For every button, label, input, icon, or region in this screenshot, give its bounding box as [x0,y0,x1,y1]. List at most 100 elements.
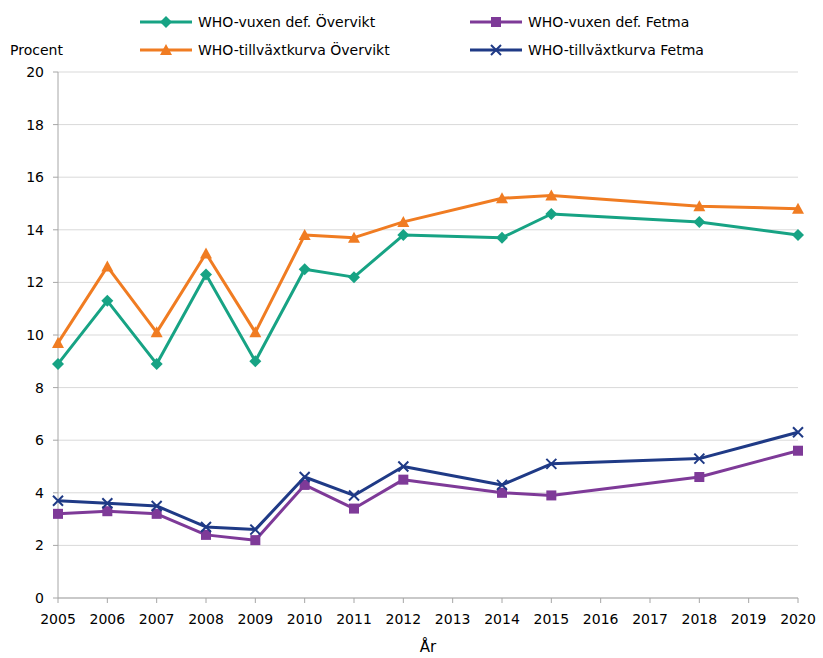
point [693,216,705,228]
x-tick [403,598,404,603]
point [250,525,260,535]
x-tick [798,598,799,603]
grid-line [58,177,798,178]
y-tick [53,545,58,546]
x-tick-label: 2010 [287,611,323,627]
point [397,216,409,227]
y-tick [53,440,58,441]
point [53,509,63,519]
point [249,355,261,367]
y-axis [58,72,59,598]
point [546,490,556,500]
x-tick-label: 2011 [336,611,372,627]
point [792,229,804,241]
legend: WHO-vuxen def. Övervikt WHO-vuxen def. Fe… [140,13,704,58]
y-tick [53,492,58,493]
x-tick [58,598,59,603]
x-axis [58,598,798,599]
grid-line [58,229,798,230]
x-tick-label: 2014 [484,611,520,627]
point [151,326,163,337]
legend-label: WHO-vuxen def. Fetma [528,14,689,30]
x-tick [156,598,157,603]
legend-label: WHO-vuxen def. Övervikt [198,13,376,30]
y-tick [53,282,58,283]
point [496,192,508,203]
point [249,326,261,337]
point [348,271,360,283]
legend-marker [491,45,501,55]
y-tick-label: 0 [35,590,44,606]
legend-label: WHO-tillväxtkurva Fetma [528,42,704,58]
point [496,232,508,244]
grid-line [58,387,798,388]
x-tick-label: 2016 [583,611,619,627]
point [397,229,409,241]
x-tick-label: 2019 [731,611,767,627]
x-tick [255,598,256,603]
point [200,269,212,281]
legend-label: WHO-tillväxtkurva Övervikt [198,41,390,58]
x-tick [206,598,207,603]
point [201,522,211,532]
point [152,501,162,511]
series-line [58,451,798,540]
series-line [58,214,798,364]
series-line [58,196,798,343]
point [546,459,556,469]
point [102,498,112,508]
point [793,427,803,437]
y-tick-label: 8 [35,380,44,396]
x-tick [354,598,355,603]
point [545,208,557,220]
point [200,247,212,258]
grid-line [58,124,798,125]
point [101,261,113,272]
x-tick [551,598,552,603]
y-tick [53,124,58,125]
grid-line [58,492,798,493]
x-tick-label: 2017 [632,611,668,627]
point [694,472,704,482]
point [101,295,113,307]
plot-area [52,190,804,546]
y-tick-label: 6 [35,432,44,448]
point [693,200,705,211]
y-tick-label: 14 [26,222,44,238]
x-tick-label: 2009 [238,611,274,627]
point [349,490,359,500]
point [151,358,163,370]
y-tick-label: 18 [26,117,44,133]
y-tick [53,177,58,178]
point [349,504,359,514]
x-tick [304,598,305,603]
x-tick-label: 2015 [534,611,570,627]
grid-line [58,282,798,283]
point [545,190,557,201]
point [497,480,507,490]
x-tick-label: 2020 [780,611,816,627]
x-tick [600,598,601,603]
x-tick [748,598,749,603]
y-tick [53,598,58,599]
y-tick [53,72,58,73]
x-tick-label: 2008 [188,611,224,627]
point [52,358,64,370]
grid-line [58,440,798,441]
grid-line [58,335,798,336]
point [250,535,260,545]
point [792,203,804,214]
legend-marker [491,17,501,27]
point [300,472,310,482]
x-axis-label: År [420,637,437,656]
x-tick-label: 2012 [386,611,422,627]
grid-line [58,72,798,73]
x-tick-label: 2005 [40,611,76,627]
chart: 0246810121416182020052006200720082009201… [0,0,823,658]
point [299,263,311,275]
y-tick [53,335,58,336]
point [398,475,408,485]
x-tick-label: 2007 [139,611,175,627]
y-tick [53,229,58,230]
grid-line [58,598,798,599]
